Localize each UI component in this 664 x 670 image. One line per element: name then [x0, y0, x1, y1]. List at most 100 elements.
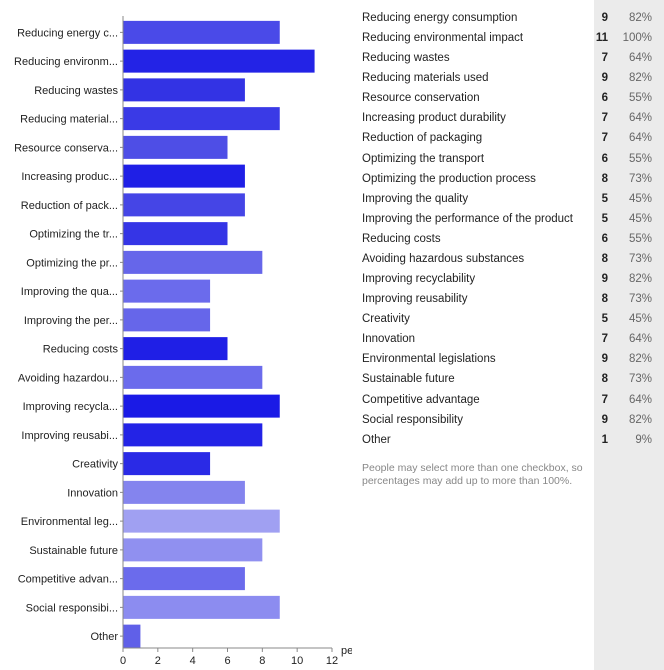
category-label: Avoiding hazardou...: [18, 372, 118, 384]
stat-percent: 55%: [628, 152, 652, 165]
category-label: Improving recycla...: [23, 401, 118, 413]
stats-row: Resource conservation 6 55%: [352, 88, 654, 108]
stat-count: 7: [601, 333, 608, 346]
category-label: Optimizing the tr...: [29, 229, 118, 241]
bar: [123, 49, 315, 73]
stats-row: Reducing environmental impact 11 100%: [352, 28, 654, 48]
stats-row: Optimizing the production process 8 73%: [352, 169, 654, 189]
x-tick-label: 12: [326, 655, 338, 667]
bar: [123, 595, 280, 619]
stats-row: Improving reusability 8 73%: [352, 289, 654, 309]
stat-percent: 55%: [628, 92, 652, 105]
stat-label: Resource conservation: [362, 92, 480, 105]
stat-count: 6: [601, 92, 608, 105]
stat-count: 7: [601, 393, 608, 406]
stat-count: 5: [601, 313, 608, 326]
stats-row: Reduction of packaging 7 64%: [352, 128, 654, 148]
stats-row: Creativity 5 45%: [352, 309, 654, 329]
bar: [123, 624, 141, 648]
stat-count: 1: [601, 433, 608, 446]
stat-label: Reducing costs: [362, 232, 441, 245]
stats-row: Increasing product durability 7 64%: [352, 108, 654, 128]
stats-row: Improving the quality 5 45%: [352, 189, 654, 209]
bar: [123, 193, 245, 217]
bar: [123, 78, 245, 102]
stat-label: Increasing product durability: [362, 112, 506, 125]
stat-count: 8: [601, 172, 608, 185]
category-label: Improving the per...: [24, 315, 118, 327]
bar: [123, 308, 211, 332]
stat-percent: 73%: [628, 293, 652, 306]
footnote: People may select more than one checkbox…: [362, 462, 583, 487]
stat-label: Reducing materials used: [362, 72, 489, 85]
stats-row: Improving the performance of the product…: [352, 209, 654, 229]
stat-count: 9: [601, 353, 608, 366]
stat-label: Improving the quality: [362, 192, 469, 205]
stat-count: 9: [601, 413, 608, 426]
stat-label: Innovation: [362, 333, 416, 346]
category-label: Reducing material...: [20, 114, 118, 126]
category-label: Creativity: [72, 459, 118, 471]
category-label: Innovation: [67, 487, 118, 499]
x-axis-label: people: [341, 645, 352, 657]
x-tick-label: 0: [120, 655, 126, 667]
category-label: Sustainable future: [29, 545, 118, 557]
stat-percent: 9%: [635, 433, 652, 446]
category-label: Improving reusabi...: [21, 430, 118, 442]
bar: [123, 222, 228, 246]
stat-percent: 64%: [628, 132, 652, 145]
bar: [123, 279, 211, 303]
stat-label: Improving reusability: [362, 293, 468, 306]
bar: [123, 452, 211, 476]
category-label: Reducing energy c...: [17, 27, 118, 39]
category-label: Reducing costs: [43, 344, 119, 356]
stat-label: Reduction of packaging: [362, 132, 483, 145]
stat-label: Optimizing the transport: [362, 152, 485, 165]
stats-row: Reducing wastes 7 64%: [352, 48, 654, 68]
bar: [123, 337, 228, 361]
stat-percent: 64%: [628, 52, 652, 65]
stats-count-column-background: [594, 0, 664, 670]
bar: [123, 365, 263, 389]
stats-row: Reducing costs 6 55%: [352, 229, 654, 249]
stat-count: 7: [601, 132, 608, 145]
stats-row: Environmental legislations 9 82%: [352, 349, 654, 369]
x-tick-label: 10: [291, 655, 303, 667]
stat-percent: 82%: [628, 273, 652, 286]
stats-row: Optimizing the transport 6 55%: [352, 149, 654, 169]
x-tick-label: 6: [224, 655, 230, 667]
stat-percent: 45%: [628, 212, 652, 225]
bar: [123, 509, 280, 533]
stats-row: Improving recyclability 9 82%: [352, 269, 654, 289]
bar: [123, 567, 245, 591]
stats-row: Social responsibility 9 82%: [352, 410, 654, 430]
stat-label: Reducing energy consumption: [362, 12, 518, 24]
x-tick-label: 8: [259, 655, 265, 667]
stat-count: 8: [601, 252, 608, 265]
bar: [123, 480, 245, 504]
stats-row: Reducing energy consumption 9 82%: [352, 8, 654, 28]
stat-label: Improving recyclability: [362, 273, 476, 286]
stat-label: Other: [362, 433, 391, 446]
bar: [123, 20, 280, 44]
stat-percent: 82%: [628, 413, 652, 426]
stats-row: Avoiding hazardous substances 8 73%: [352, 249, 654, 269]
stat-percent: 82%: [628, 72, 652, 85]
stat-label: Reducing wastes: [362, 52, 450, 65]
stat-count: 6: [601, 232, 608, 245]
stat-count: 9: [601, 12, 608, 24]
stat-percent: 73%: [628, 373, 652, 386]
stat-label: Competitive advantage: [362, 393, 480, 406]
stat-count: 11: [595, 32, 608, 45]
stat-label: Avoiding hazardous substances: [362, 252, 525, 265]
stats-row: Sustainable future 8 73%: [352, 369, 654, 389]
stat-percent: 73%: [628, 172, 652, 185]
category-label: Competitive advan...: [18, 574, 118, 586]
stats-row: Competitive advantage 7 64%: [352, 390, 654, 410]
stat-count: 7: [601, 112, 608, 125]
stats-row: Innovation 7 64%: [352, 329, 654, 349]
stat-percent: 64%: [628, 333, 652, 346]
stat-percent: 45%: [628, 192, 652, 205]
stat-count: 9: [601, 72, 608, 85]
stat-percent: 64%: [628, 393, 652, 406]
